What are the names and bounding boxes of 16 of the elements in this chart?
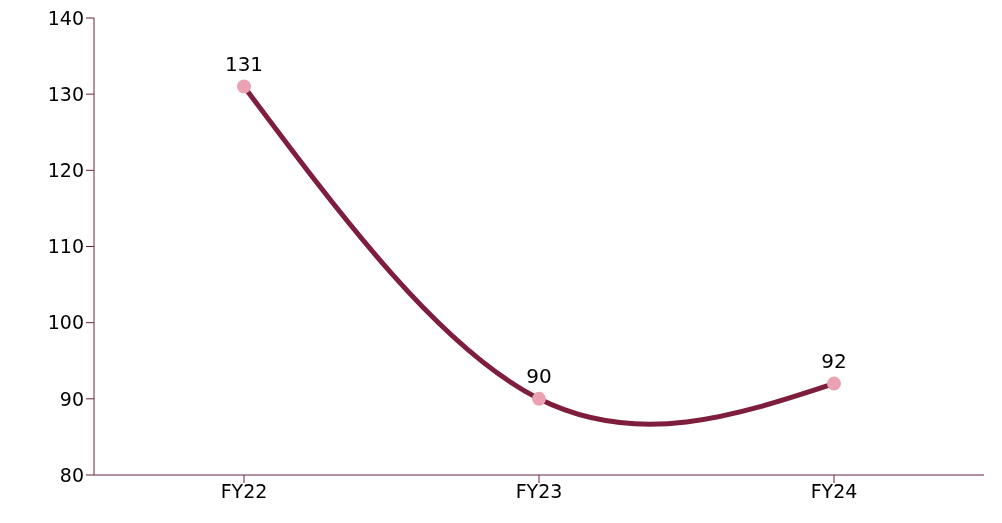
- data-label: 90: [526, 363, 552, 388]
- y-tick-label: 90: [59, 387, 84, 410]
- y-tick-label: 120: [47, 159, 84, 182]
- y-tick-label: 80: [59, 463, 84, 486]
- x-tick-label: FY22: [220, 480, 268, 503]
- point: [827, 376, 841, 391]
- data-label: 92: [821, 348, 847, 373]
- y-tick-label: 110: [47, 235, 84, 258]
- point: [237, 79, 251, 94]
- x-tick-label: FY23: [515, 480, 563, 503]
- point: [532, 391, 546, 406]
- data-label: 131: [224, 51, 264, 76]
- y-tick-label: 130: [47, 82, 84, 105]
- x-tick-label: FY24: [810, 480, 858, 503]
- y-tick-label: 140: [47, 6, 84, 29]
- y-tick-label: 100: [47, 311, 84, 334]
